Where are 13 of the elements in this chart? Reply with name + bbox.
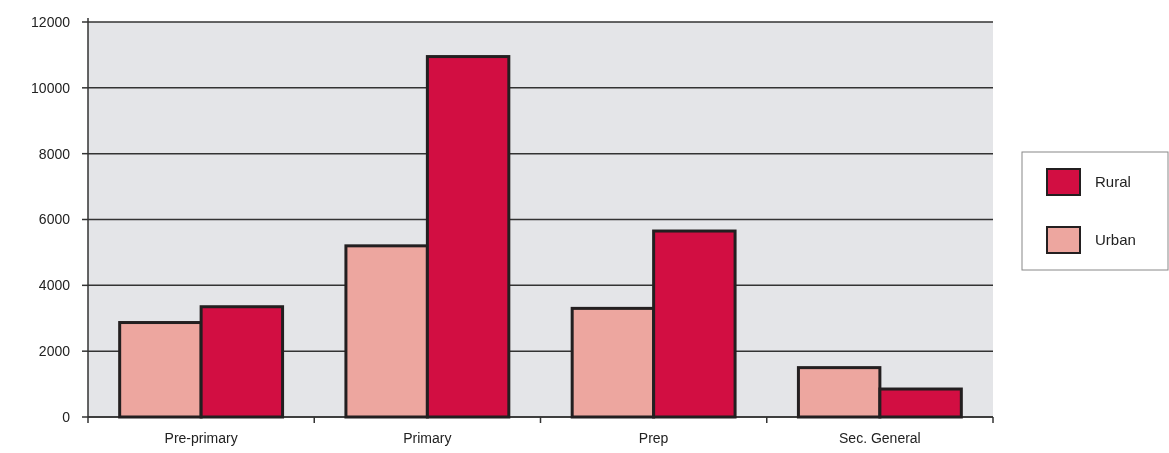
y-tick-label: 12000 <box>31 13 71 30</box>
y-tick-label: 6000 <box>38 211 71 228</box>
y-tick-label: 10000 <box>31 79 71 96</box>
legend-label: Rural <box>1095 173 1131 191</box>
y-tick-label: 8000 <box>38 145 71 162</box>
x-tick-label: Prep <box>638 430 669 446</box>
x-tick-label: Sec. General <box>839 430 921 446</box>
y-tick-label: 0 <box>62 408 71 425</box>
x-tick-label: Primary <box>403 430 452 446</box>
legend-label: Urban <box>1095 231 1136 249</box>
y-tick-label: 4000 <box>38 277 71 294</box>
x-tick-label: Pre-primary <box>164 430 238 446</box>
y-tick-label: 2000 <box>38 343 71 360</box>
